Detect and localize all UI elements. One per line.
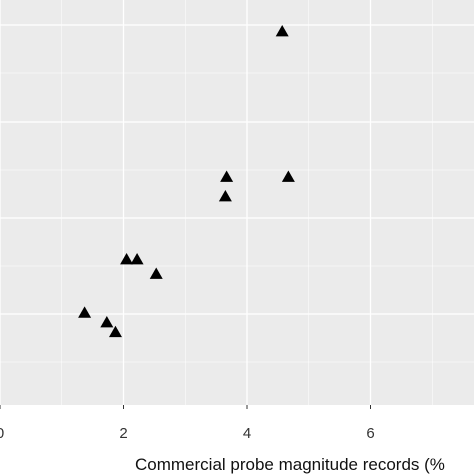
x-tick-label: 4 [243, 425, 251, 442]
data-points [78, 25, 295, 338]
data-point-7 [130, 253, 144, 265]
data-point-11 [108, 325, 122, 338]
data-point-5 [218, 189, 232, 202]
data-point-9 [78, 306, 92, 318]
x-axis-title: Commercial probe magnitude records (% [135, 455, 445, 474]
x-tick-label: 2 [119, 425, 127, 442]
data-point-8 [149, 267, 163, 279]
grid-lines [0, 0, 474, 405]
data-point-4 [220, 170, 234, 182]
data-point-6 [120, 253, 134, 265]
plot-panel [0, 0, 474, 405]
data-point-3 [281, 170, 295, 182]
data-point-10 [100, 316, 114, 328]
x-tick-label: 6 [366, 425, 374, 442]
x-axis-ticks: 0 2 4 6 [0, 405, 375, 442]
data-point-2 [275, 25, 289, 37]
x-tick-label: 0 [0, 425, 4, 442]
